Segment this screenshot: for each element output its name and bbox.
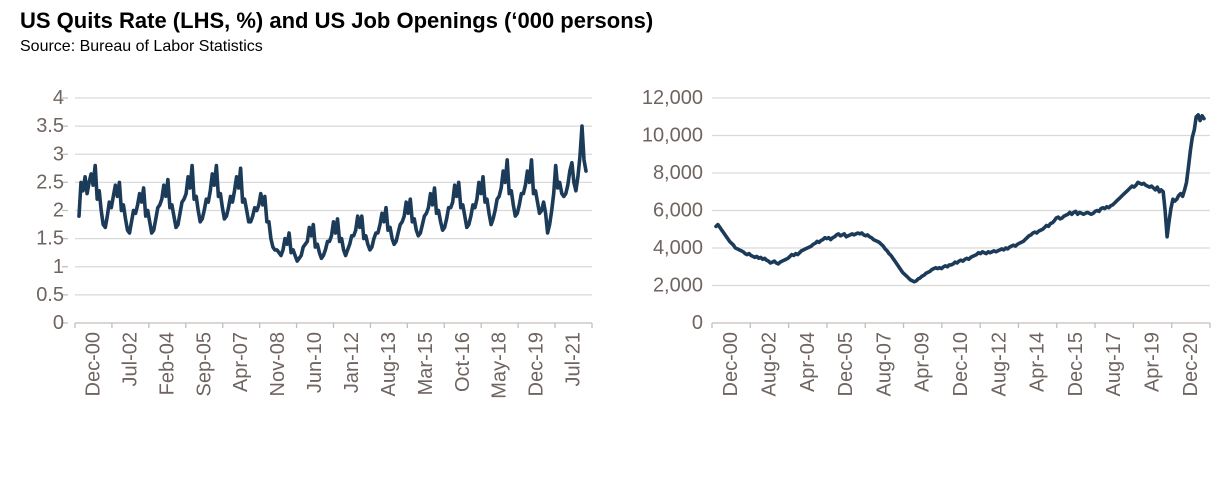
x-tick-label: Apr-14 <box>1027 332 1049 392</box>
x-tick-label: Aug-07 <box>873 332 895 397</box>
job-openings-chart: 0 2,000 4,000 6,000 8,000 10,000 12,000 Dec-00 A… <box>612 85 1222 450</box>
y-tick-label: 3.5 <box>36 115 64 137</box>
x-tick-label: Nov-08 <box>267 332 289 396</box>
x-tick-label: Jul-21 <box>563 332 585 386</box>
x-tick-label: Aug-17 <box>1103 332 1125 397</box>
x-tick-label: Apr-07 <box>230 332 252 392</box>
x-tick-label: May-18 <box>489 332 511 399</box>
quits-rate-chart: 0 0.5 1 1.5 2 2.5 3 3.5 4 Dec-00 Jul-02 Feb-04 Sep-0… <box>0 85 612 450</box>
x-tick-label: Apr-04 <box>797 332 819 392</box>
x-tick-label: Feb-04 <box>156 332 178 395</box>
y-tick-label: 0 <box>692 312 703 334</box>
x-tick-label: Aug-12 <box>988 332 1010 397</box>
x-tick-label: Mar-15 <box>415 332 437 395</box>
y-tick-label: 6,000 <box>653 200 703 222</box>
x-tick-label: Dec-10 <box>950 332 972 396</box>
x-tick-label: Dec-05 <box>835 332 857 396</box>
x-tick-label: Apr-09 <box>912 332 934 392</box>
x-tick-label: Aug-13 <box>378 332 400 397</box>
source-caption: Source: Bureau of Labor Statistics <box>20 38 263 55</box>
x-tick-label: Sep-05 <box>193 332 215 397</box>
job-openings-plot: 0 2,000 4,000 6,000 8,000 10,000 12,000 Dec-00 A… <box>642 87 1211 397</box>
us-quits-rate-line <box>77 124 588 263</box>
x-tick-label: Dec-19 <box>526 332 548 396</box>
y-tick-label: 4 <box>53 87 64 109</box>
y-tick-label: 1.5 <box>36 228 64 250</box>
y-tick-label: 3 <box>53 143 64 165</box>
x-tick-label: Dec-00 <box>82 332 104 396</box>
x-tick-label: Apr-19 <box>1142 332 1164 392</box>
x-tick-label: Dec-00 <box>720 332 742 396</box>
x-tick-label: Oct-16 <box>452 332 474 392</box>
x-tick-label: Dec-15 <box>1065 332 1087 396</box>
x-tick-label: Jan-12 <box>341 332 363 393</box>
x-tick-label: Jun-10 <box>304 332 326 393</box>
y-tick-label: 8,000 <box>653 162 703 184</box>
us-job-openings-line <box>714 113 1206 284</box>
y-tick-label: 0.5 <box>36 284 64 306</box>
page-title: US Quits Rate (LHS, %) and US Job Openin… <box>20 8 654 33</box>
x-tick-label: Jul-02 <box>119 332 141 386</box>
x-tick-label: Dec-20 <box>1180 332 1202 396</box>
y-tick-label: 0 <box>53 312 64 334</box>
y-tick-label: 12,000 <box>642 87 703 109</box>
x-tick-label: Aug-02 <box>758 332 780 397</box>
y-tick-label: 1 <box>53 256 64 278</box>
y-tick-label: 4,000 <box>653 237 703 259</box>
y-tick-label: 10,000 <box>642 125 703 147</box>
y-tick-label: 2.5 <box>36 171 64 193</box>
y-tick-label: 2 <box>53 200 64 222</box>
quits-rate-plot: 0 0.5 1 1.5 2 2.5 3 3.5 4 Dec-00 Jul-02 Feb-04 Sep-0… <box>36 87 593 399</box>
y-tick-label: 2,000 <box>653 275 703 297</box>
